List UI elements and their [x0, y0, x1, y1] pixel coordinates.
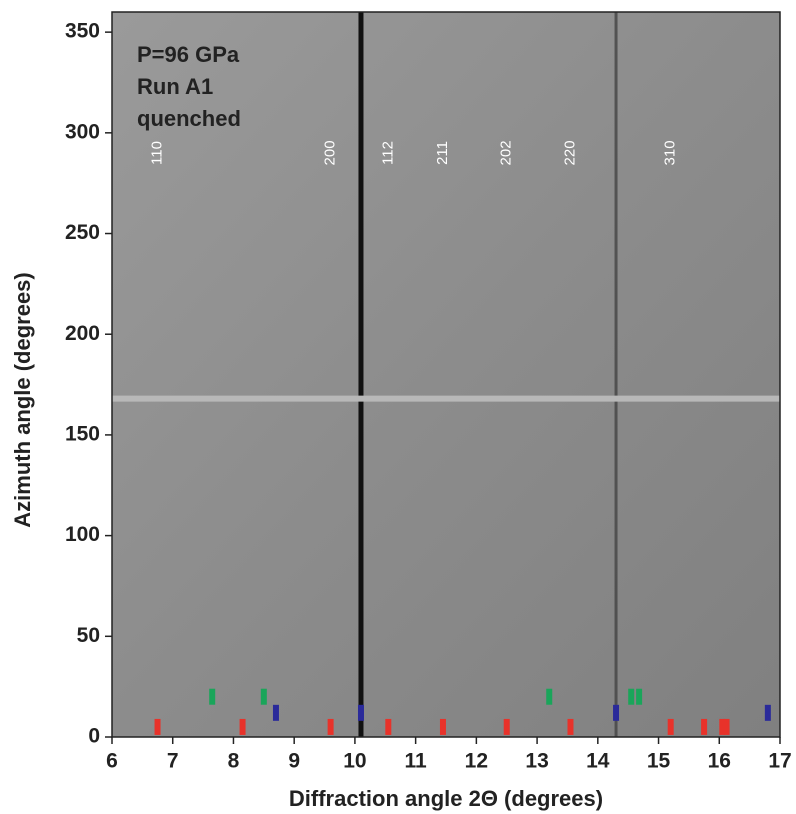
reflection-tick — [567, 718, 574, 735]
reflection-tick — [701, 718, 708, 735]
x-tick-label: 13 — [525, 750, 548, 773]
x-tick-label: 17 — [768, 750, 791, 773]
y-tick-label: 300 — [65, 120, 100, 143]
reflection-tick — [209, 688, 216, 705]
reflection-tick — [628, 688, 635, 705]
diffraction-image — [112, 12, 780, 737]
peak-label: 310 — [662, 140, 679, 165]
y-tick-label: 350 — [65, 20, 100, 43]
peak-label: 202 — [498, 140, 515, 165]
reflection-tick — [439, 718, 446, 735]
y-tick-label: 150 — [65, 422, 100, 445]
x-tick-label: 8 — [228, 750, 240, 773]
peak-label: 200 — [322, 140, 339, 165]
x-axis-label: Diffraction angle 2Θ (degrees) — [289, 786, 603, 811]
y-tick-label: 200 — [65, 322, 100, 345]
annotation: P=96 GPa — [137, 42, 240, 67]
peak-label: 110 — [149, 141, 166, 165]
y-tick-label: 250 — [65, 221, 100, 244]
y-axis-label: Azimuth angle (degrees) — [10, 272, 35, 527]
reflection-tick — [260, 688, 267, 705]
y-tick-label: 50 — [77, 624, 100, 647]
x-tick-label: 16 — [708, 750, 731, 773]
reflection-tick — [239, 718, 246, 735]
plot-frame — [111, 11, 781, 738]
x-tick-label: 12 — [465, 750, 488, 773]
reflection-tick — [613, 704, 620, 721]
x-tick-label: 11 — [405, 750, 428, 773]
y-tick-label: 100 — [65, 523, 100, 546]
x-tick-label: 10 — [343, 750, 366, 773]
x-tick-label: 14 — [586, 750, 610, 773]
y-tick-label: 0 — [88, 725, 100, 748]
reflection-tick — [154, 718, 161, 735]
reflection-tick — [667, 718, 674, 735]
x-tick-label: 9 — [288, 750, 300, 773]
reflection-tick — [272, 704, 279, 721]
peak-label: 220 — [561, 140, 578, 165]
reflection-tick — [503, 718, 510, 735]
reflection-tick — [327, 718, 334, 735]
reflection-tick — [385, 718, 392, 735]
reflection-tick — [636, 688, 643, 705]
reflection-tick — [723, 718, 730, 735]
reflection-tick — [764, 704, 771, 721]
x-tick-label: 7 — [167, 750, 179, 773]
reflection-tick — [546, 688, 553, 705]
peak-label: 211 — [434, 141, 451, 165]
x-tick-label: 15 — [647, 750, 671, 773]
reflection-tick — [719, 718, 726, 735]
annotation: Run A1 — [137, 74, 213, 99]
reflection-tick — [357, 704, 364, 721]
x-tick-label: 6 — [106, 750, 118, 773]
annotation: quenched — [137, 106, 241, 131]
peak-label: 112 — [379, 141, 396, 165]
